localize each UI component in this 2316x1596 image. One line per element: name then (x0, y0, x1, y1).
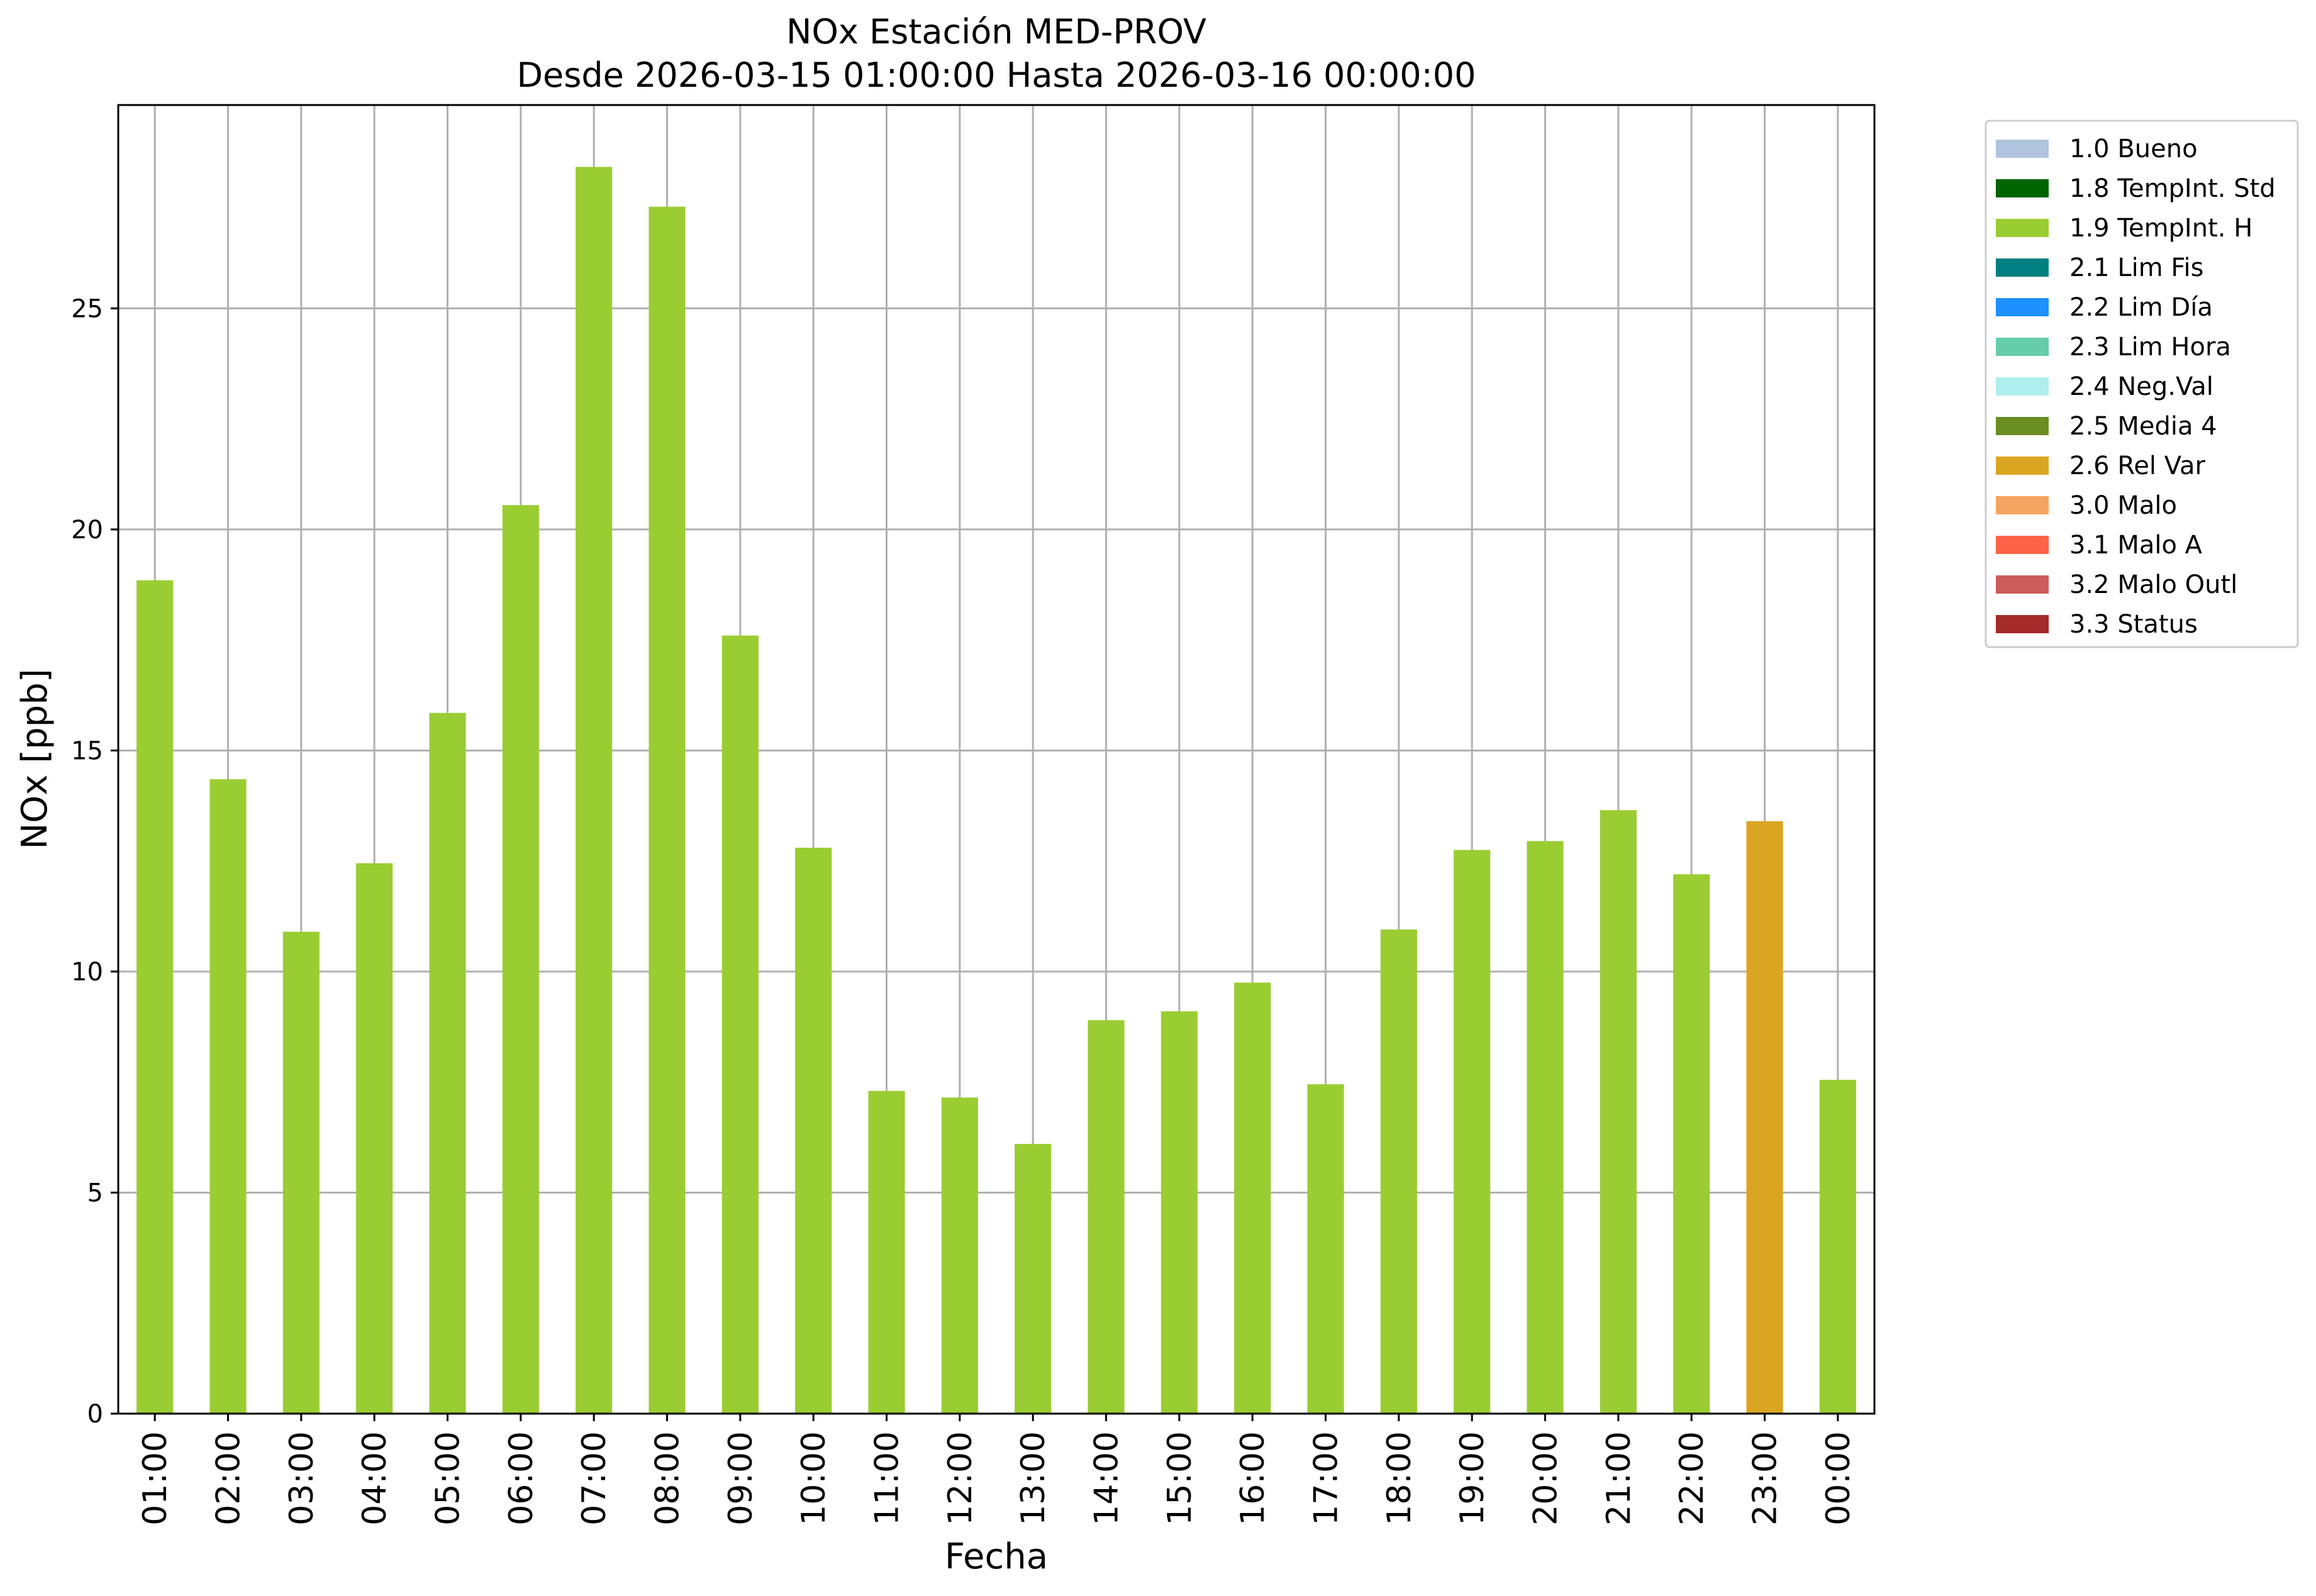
y-tick-label: 10 (71, 958, 103, 987)
bar (1527, 841, 1564, 1414)
bar (649, 206, 686, 1414)
plot-frame (117, 104, 1876, 1415)
legend-entry-label: 2.1 Lim Fis (2069, 253, 2203, 282)
x-tick-label: 15:00 (1161, 1431, 1199, 1526)
legend-entry-label: 3.0 Malo (2069, 491, 2177, 520)
legend-entry-label: 3.3 Status (2069, 610, 2198, 639)
bar (868, 1090, 905, 1414)
x-tick-label: 20:00 (1527, 1431, 1565, 1526)
x-axis: 01:00 02:00 03:00 04:00 05:00 06:00 07:00 08:00… (136, 1414, 1857, 1526)
legend-entry-label: 2.5 Media 4 (2069, 412, 2217, 441)
bar (1234, 982, 1271, 1414)
x-axis-label: Fecha (945, 1536, 1048, 1577)
x-tick-label: 02:00 (210, 1431, 248, 1526)
x-tick-label: 21:00 (1600, 1431, 1638, 1526)
x-tick-label: 07:00 (576, 1431, 613, 1526)
bar (1600, 810, 1637, 1414)
legend-entry-label: 3.1 Malo A (2069, 531, 2203, 560)
x-tick-label: 16:00 (1234, 1431, 1272, 1526)
bar (795, 848, 832, 1414)
legend-entry-label: 3.2 Malo Outl (2069, 570, 2237, 599)
y-axis: 0 5 10 15 20 25 (71, 294, 118, 1429)
legend-swatch (1996, 338, 2049, 356)
x-tick-label: 22:00 (1673, 1431, 1711, 1526)
legend-entry-label: 2.3 Lim Hora (2069, 333, 2231, 362)
legend-entry-label: 1.0 Bueno (2069, 135, 2198, 163)
legend-swatch (1996, 179, 2049, 197)
legend-swatch (1996, 298, 2049, 316)
legend-swatch (1996, 417, 2049, 435)
x-tick-label: 06:00 (503, 1431, 540, 1526)
x-tick-label: 05:00 (430, 1431, 467, 1526)
bar (1819, 1080, 1856, 1414)
legend-entry-label: 2.2 Lim Día (2069, 293, 2213, 322)
x-tick-label: 14:00 (1088, 1431, 1126, 1526)
x-tick-label: 18:00 (1381, 1431, 1418, 1526)
y-tick-label: 0 (87, 1400, 103, 1429)
y-tick-label: 20 (71, 516, 103, 545)
x-tick-label: 17:00 (1308, 1431, 1345, 1526)
legend-swatch (1996, 536, 2049, 554)
y-tick-label: 15 (71, 736, 103, 765)
legend-swatch (1996, 496, 2049, 514)
bar (1454, 850, 1491, 1414)
x-tick-label: 01:00 (136, 1431, 174, 1526)
bar (1161, 1011, 1198, 1414)
x-tick-label: 12:00 (942, 1431, 979, 1526)
bar (1380, 929, 1417, 1414)
legend-swatch (1996, 575, 2049, 594)
bar (429, 712, 466, 1414)
bar (941, 1097, 978, 1414)
bar (1015, 1144, 1052, 1414)
legend-swatch (1996, 377, 2049, 396)
bar (356, 863, 393, 1414)
x-tick-label: 23:00 (1747, 1431, 1784, 1526)
x-tick-label: 11:00 (869, 1431, 906, 1526)
x-tick-label: 04:00 (356, 1431, 394, 1526)
chart-subtitle: Desde 2026-03-15 01:00:00 Hasta 2026-03-… (516, 55, 1476, 95)
legend-entry-label: 1.8 TempInt. Std (2069, 174, 2276, 203)
legend-entry-label: 2.4 Neg.Val (2069, 372, 2213, 401)
legend-swatch (1996, 219, 2049, 237)
bar (721, 635, 759, 1414)
legend-swatch (1996, 615, 2049, 633)
bar (1746, 821, 1783, 1414)
legend-swatch (1996, 457, 2049, 475)
bar (282, 931, 320, 1414)
x-tick-label: 13:00 (1015, 1431, 1052, 1526)
x-tick-label: 09:00 (722, 1431, 760, 1526)
y-tick-label: 25 (71, 294, 103, 323)
legend: 1.0 Bueno 1.8 TempInt. Std 1.9 TempInt. H 2… (1985, 119, 2299, 648)
y-axis-label: NOx [ppb] (14, 668, 55, 849)
x-tick-label: 19:00 (1454, 1431, 1491, 1526)
chart-title: NOx Estación MED-PROV (786, 12, 1206, 52)
x-tick-label: 00:00 (1820, 1431, 1857, 1526)
x-tick-label: 03:00 (283, 1431, 321, 1526)
legend-entry-label: 2.6 Rel Var (2069, 452, 2206, 480)
bar (1673, 874, 1710, 1414)
legend-swatch (1996, 258, 2049, 277)
legend-frame (1985, 119, 2299, 648)
y-tick-label: 5 (87, 1178, 103, 1207)
bar (502, 505, 539, 1414)
bar (136, 580, 174, 1414)
x-tick-label: 10:00 (795, 1431, 833, 1526)
x-tick-label: 08:00 (649, 1431, 687, 1526)
bar (209, 779, 247, 1414)
bar (1088, 1020, 1125, 1414)
bars-layer (136, 167, 1856, 1414)
bar (1307, 1084, 1344, 1414)
bar (576, 167, 613, 1414)
legend-swatch (1996, 140, 2049, 158)
legend-entry-label: 1.9 TempInt. H (2069, 214, 2252, 243)
